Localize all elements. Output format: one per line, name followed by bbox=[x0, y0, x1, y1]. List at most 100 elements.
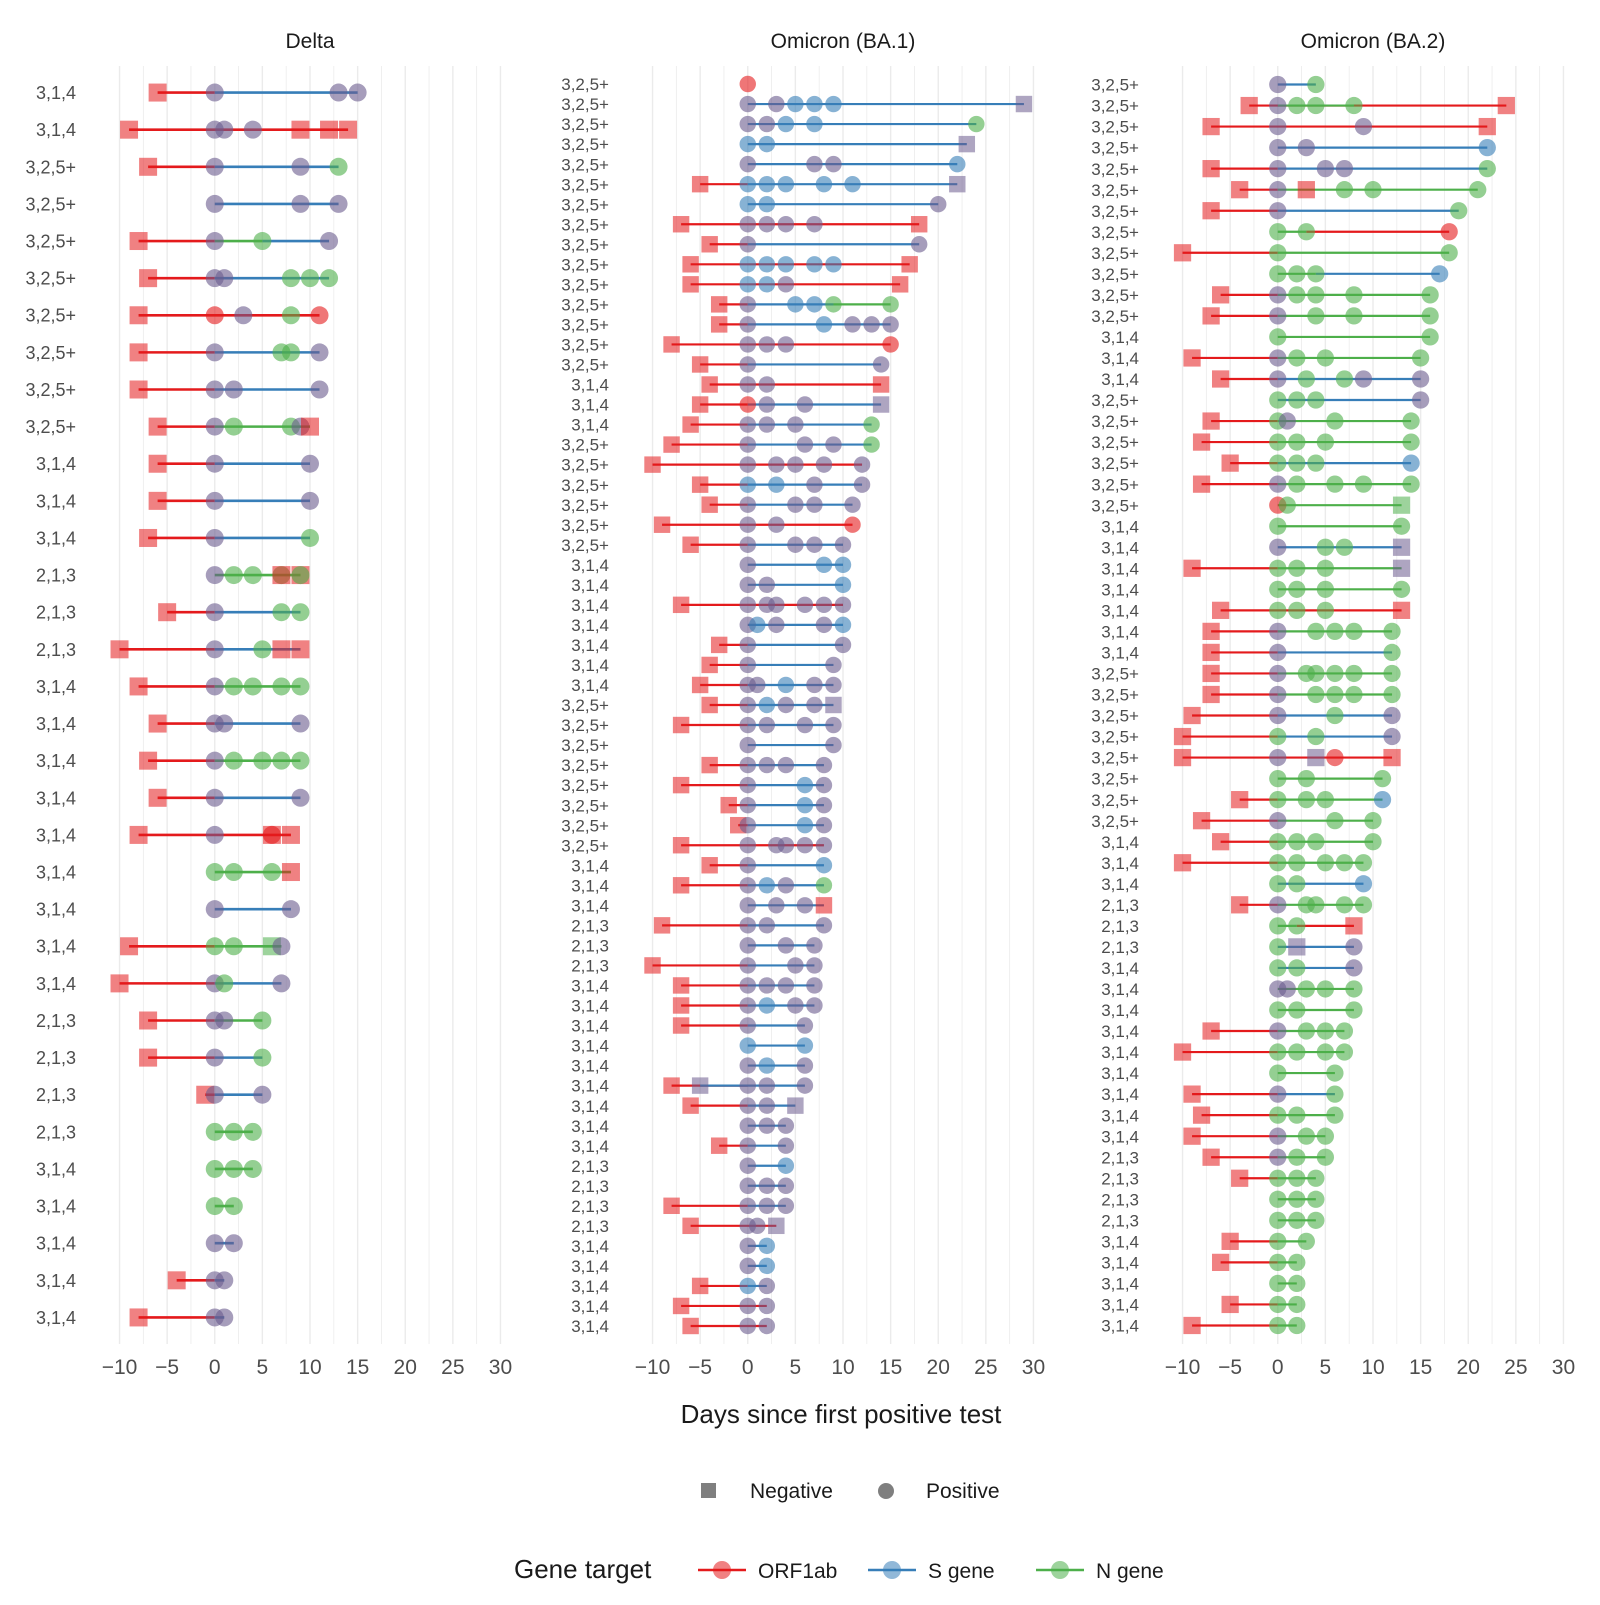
positive-test-marker bbox=[291, 714, 310, 733]
positive-test-marker bbox=[815, 796, 833, 814]
positive-test-marker bbox=[301, 454, 319, 473]
positive-test-marker bbox=[1288, 286, 1306, 304]
row-label: 3,1,4 bbox=[1101, 328, 1139, 347]
row-label: 3,1,4 bbox=[36, 937, 76, 957]
positive-test-marker bbox=[825, 736, 842, 754]
positive-test-marker bbox=[777, 1117, 795, 1134]
negative-test-marker bbox=[1211, 833, 1230, 851]
positive-test-marker bbox=[1478, 160, 1496, 178]
positive-test-marker bbox=[1269, 854, 1287, 872]
positive-test-marker bbox=[1269, 1064, 1287, 1082]
negative-test-marker bbox=[691, 1277, 709, 1295]
positive-test-marker bbox=[739, 1277, 756, 1295]
negative-test-marker bbox=[663, 1077, 680, 1094]
positive-test-marker bbox=[205, 863, 224, 882]
row-label: 2,1,3 bbox=[571, 1217, 609, 1236]
legend-ngene-label: N gene bbox=[1096, 1560, 1164, 1583]
positive-test-marker bbox=[205, 157, 224, 176]
negative-test-marker bbox=[825, 696, 842, 714]
negative-test-marker bbox=[320, 120, 339, 139]
positive-test-marker bbox=[1269, 1022, 1287, 1040]
negative-test-marker bbox=[1231, 181, 1249, 199]
negative-test-marker bbox=[663, 336, 680, 353]
row-label: 3,2,5+ bbox=[1091, 433, 1139, 452]
negative-test-marker bbox=[701, 236, 718, 253]
negative-test-marker bbox=[129, 677, 148, 696]
positive-test-marker bbox=[1288, 454, 1306, 472]
positive-test-marker bbox=[205, 83, 224, 102]
positive-test-marker bbox=[787, 957, 804, 974]
positive-test-marker bbox=[739, 1057, 756, 1074]
row-label: 3,1,4 bbox=[36, 1159, 76, 1179]
row-label: 3,1,4 bbox=[1101, 517, 1139, 536]
row-label: 2,1,3 bbox=[571, 1157, 609, 1176]
row-label: 3,1,4 bbox=[36, 1234, 76, 1254]
positive-test-marker bbox=[806, 496, 823, 513]
row-label: 3,2,5+ bbox=[25, 343, 76, 363]
negative-test-marker bbox=[1345, 917, 1363, 935]
positive-test-marker bbox=[1269, 601, 1287, 619]
row-label: 3,2,5+ bbox=[1091, 686, 1139, 705]
negative-test-marker bbox=[701, 656, 718, 674]
positive-test-marker bbox=[1269, 433, 1287, 451]
positive-test-marker bbox=[796, 837, 814, 854]
positive-test-marker bbox=[1269, 307, 1287, 325]
positive-test-marker bbox=[758, 997, 776, 1014]
row-label: 3,2,5+ bbox=[25, 194, 76, 214]
positive-test-marker bbox=[205, 1197, 224, 1216]
legend-orf1ab-dot bbox=[713, 1561, 731, 1579]
positive-test-marker bbox=[739, 75, 756, 93]
positive-test-marker bbox=[1345, 622, 1363, 641]
positive-test-marker bbox=[215, 269, 234, 288]
positive-test-marker bbox=[1269, 328, 1287, 346]
positive-test-marker bbox=[739, 376, 756, 393]
shape-legend: Negative Positive bbox=[701, 1480, 1000, 1503]
positive-test-marker bbox=[739, 696, 756, 714]
positive-test-marker bbox=[205, 1159, 224, 1178]
row-label: 3,1,4 bbox=[36, 454, 76, 474]
positive-test-marker bbox=[796, 796, 814, 814]
positive-test-marker bbox=[1392, 517, 1411, 535]
positive-test-marker bbox=[768, 476, 785, 493]
negative-test-marker bbox=[1392, 538, 1411, 556]
negative-test-marker bbox=[872, 396, 890, 413]
x-axis-title: Days since first positive test bbox=[681, 1399, 1003, 1429]
row-label: 3,1,4 bbox=[1101, 1022, 1139, 1041]
positive-test-marker bbox=[1402, 454, 1420, 472]
positive-test-marker bbox=[739, 1297, 756, 1315]
positive-test-marker bbox=[739, 1117, 756, 1134]
negative-test-marker bbox=[272, 640, 291, 659]
negative-test-marker bbox=[682, 256, 699, 273]
positive-test-marker bbox=[758, 1097, 776, 1114]
row-label: 3,1,4 bbox=[571, 977, 609, 996]
positive-test-marker bbox=[1345, 1001, 1363, 1019]
positive-test-marker bbox=[749, 1217, 766, 1235]
positive-test-marker bbox=[768, 616, 785, 634]
row-label: 3,2,5+ bbox=[1091, 496, 1139, 515]
row-label: 3,1,4 bbox=[1101, 1064, 1139, 1083]
positive-test-marker bbox=[815, 917, 833, 934]
positive-test-marker bbox=[739, 1177, 756, 1194]
row-label: 3,1,4 bbox=[571, 1097, 609, 1116]
positive-test-marker bbox=[205, 491, 224, 510]
negative-test-marker bbox=[701, 496, 718, 513]
positive-test-marker bbox=[1269, 1232, 1287, 1250]
positive-test-marker bbox=[825, 436, 842, 453]
row-label: 3,1,4 bbox=[1101, 623, 1139, 642]
positive-test-marker bbox=[205, 454, 224, 473]
row-label: 3,2,5+ bbox=[561, 255, 609, 274]
positive-test-marker bbox=[205, 566, 224, 585]
positive-test-marker bbox=[243, 677, 262, 696]
positive-test-marker bbox=[1269, 622, 1287, 641]
row-label: 3,1,4 bbox=[571, 1317, 609, 1336]
positive-test-marker bbox=[1307, 622, 1325, 641]
positive-test-marker bbox=[777, 937, 795, 954]
positive-test-marker bbox=[1383, 664, 1401, 683]
x-tick-label: 20 bbox=[394, 1356, 417, 1379]
negative-test-marker bbox=[139, 528, 158, 547]
positive-test-marker bbox=[1316, 1043, 1335, 1061]
positive-test-marker bbox=[1288, 601, 1306, 619]
row-label: 3,2,5+ bbox=[561, 536, 609, 555]
negative-test-marker bbox=[1202, 160, 1220, 178]
legend-gene-title: Gene target bbox=[514, 1554, 652, 1584]
